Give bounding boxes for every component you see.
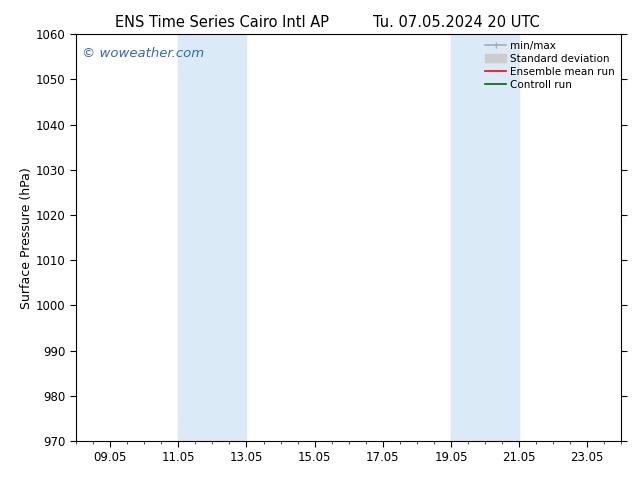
Text: Tu. 07.05.2024 20 UTC: Tu. 07.05.2024 20 UTC <box>373 15 540 30</box>
Legend: min/max, Standard deviation, Ensemble mean run, Controll run: min/max, Standard deviation, Ensemble me… <box>481 36 619 94</box>
Text: © woweather.com: © woweather.com <box>82 47 204 59</box>
Y-axis label: Surface Pressure (hPa): Surface Pressure (hPa) <box>20 167 33 309</box>
Bar <box>178 34 247 441</box>
Bar <box>451 34 519 441</box>
Text: ENS Time Series Cairo Intl AP: ENS Time Series Cairo Intl AP <box>115 15 329 30</box>
